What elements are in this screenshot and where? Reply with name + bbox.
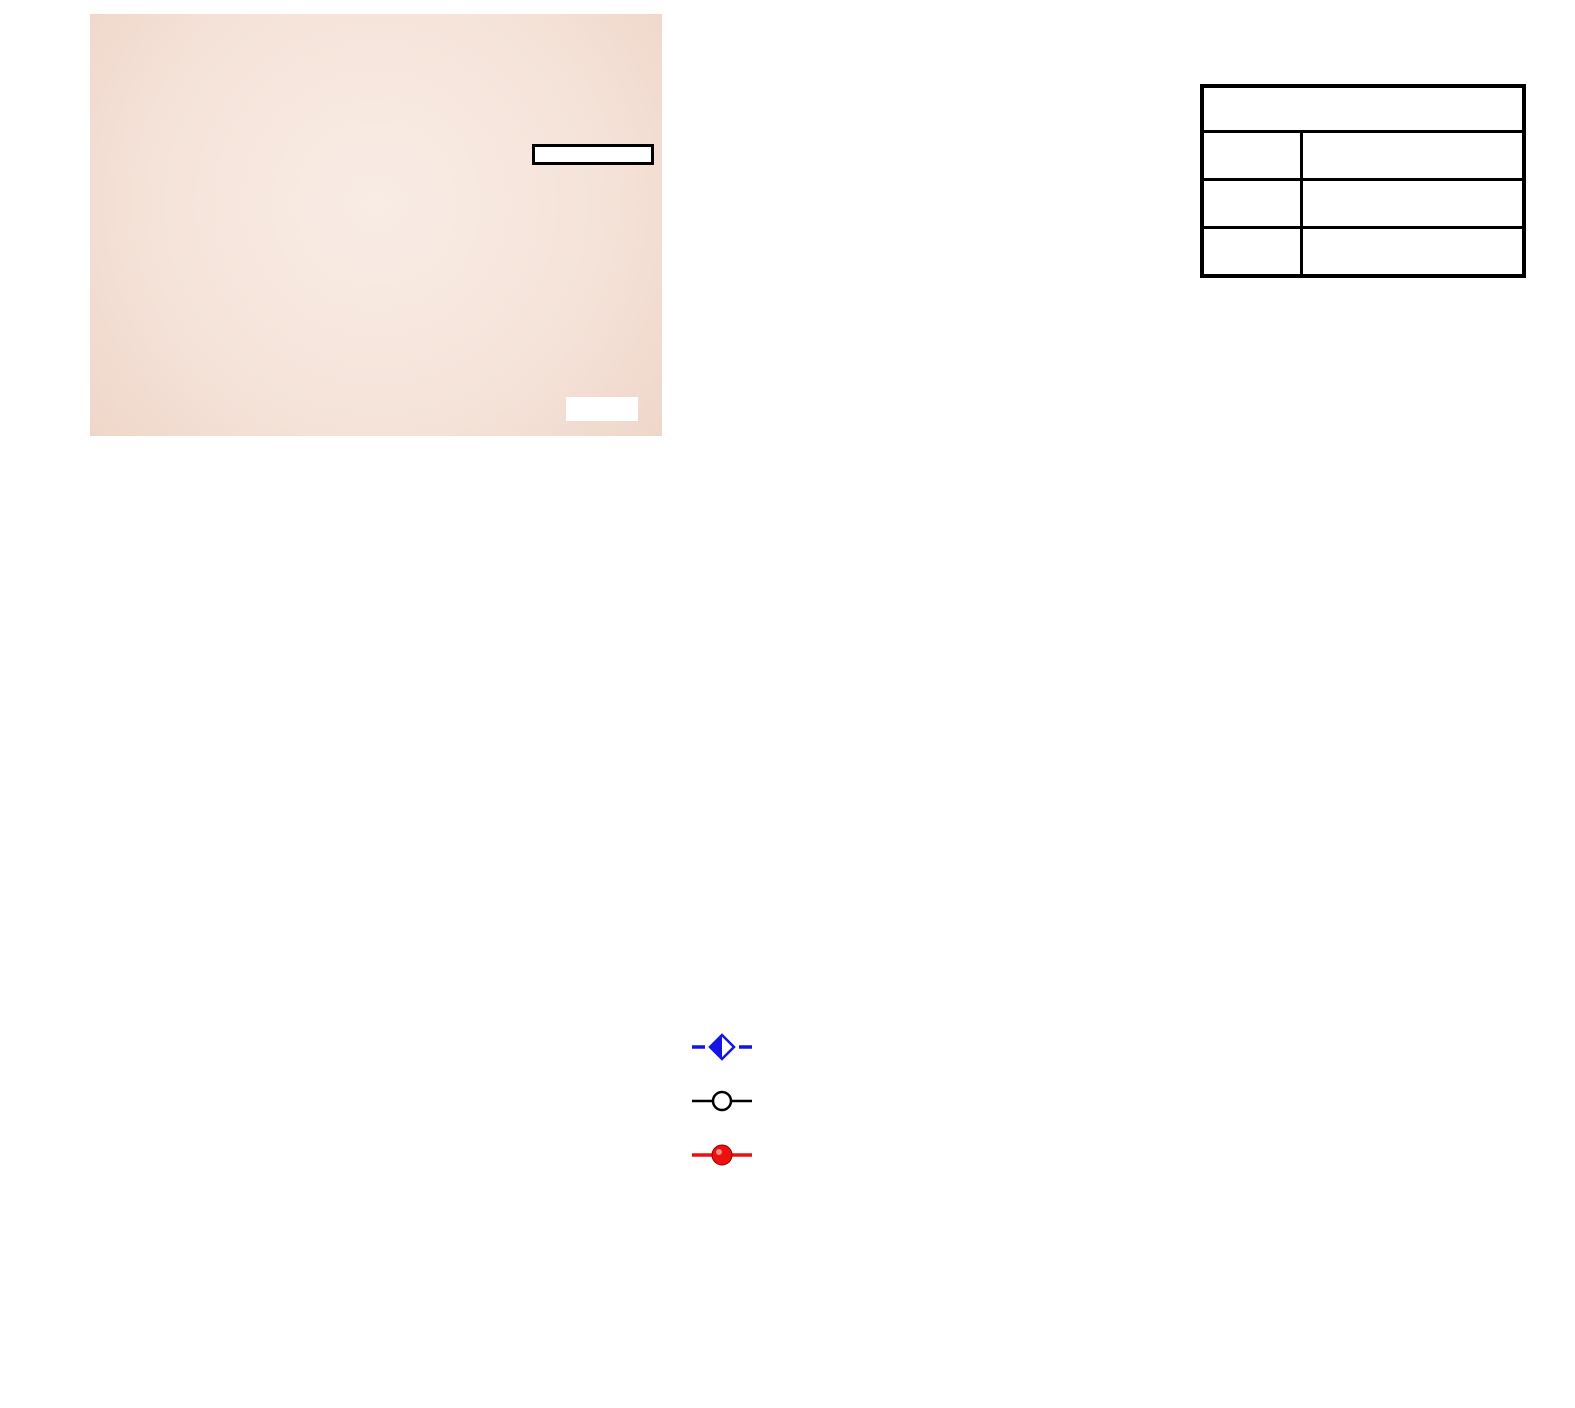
- table-row: [1204, 226, 1522, 274]
- crystal-photo: [90, 14, 662, 436]
- legend-item-charge-capacity: [690, 1082, 768, 1120]
- crystal-structure-views: [30, 468, 1575, 888]
- cycling-chart: [150, 902, 1470, 1408]
- param-b-value: [1303, 181, 1522, 226]
- param-b-name: [1204, 181, 1303, 226]
- charge-capacity-marker-icon: [692, 1090, 752, 1112]
- param-c-value: [1303, 229, 1522, 274]
- coulombic-efficiency-marker-icon: [692, 1033, 752, 1061]
- table-row: [1204, 178, 1522, 226]
- cycling-chart-canvas: [150, 902, 1470, 1408]
- table-row: [1204, 133, 1522, 178]
- single-crystal-inset: [480, 14, 662, 172]
- param-c-name: [1204, 229, 1303, 274]
- scale-bar: [566, 397, 638, 421]
- param-a-name: [1204, 133, 1303, 178]
- legend-item-discharge-capacity: [690, 1136, 768, 1174]
- chart-legend: [690, 1028, 768, 1190]
- legend-item-coulombic-efficiency: [690, 1028, 768, 1066]
- inset-scale-bar: [532, 144, 654, 165]
- param-a-value: [1303, 133, 1522, 178]
- crystal-structure-canvas: [30, 468, 1575, 888]
- lattice-table-header: [1204, 88, 1522, 133]
- discharge-capacity-marker-icon: [692, 1144, 752, 1166]
- lattice-parameters-table: [1200, 84, 1526, 278]
